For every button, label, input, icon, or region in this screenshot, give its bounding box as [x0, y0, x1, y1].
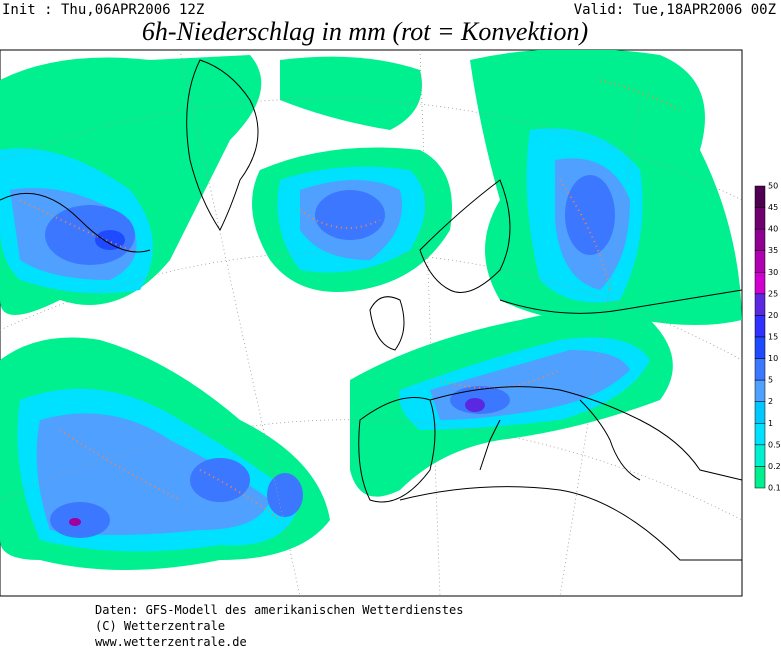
legend-swatch [754, 185, 766, 208]
legend-swatch [754, 336, 766, 359]
legend-label: 0.5 [768, 440, 781, 449]
legend-swatch [754, 250, 766, 273]
legend-swatch [754, 272, 766, 295]
legend-label: 40 [768, 225, 778, 234]
legend-label: 5 [768, 376, 773, 385]
legend-swatch [754, 228, 766, 251]
legend-label: 20 [768, 311, 778, 320]
legend-label: 35 [768, 246, 778, 255]
legend-swatch [754, 315, 766, 338]
legend-swatch [754, 423, 766, 446]
color-legend: 50 45 40 35 30 25 20 15 10 5 2 1 0.5 0.2 0.1 [754, 182, 781, 493]
init-label: Init : Thu,06APR2006 12Z [2, 2, 204, 18]
legend-swatch [754, 379, 766, 402]
legend-label: 0.2 [768, 462, 781, 471]
precipitation-field [0, 50, 742, 570]
legend-swatch [754, 401, 766, 424]
legend-swatch [754, 207, 766, 230]
footer-line: Daten: GFS-Modell des amerikanischen Wet… [95, 603, 463, 617]
legend-swatch [754, 358, 766, 381]
legend-label: 50 [768, 182, 778, 191]
legend-swatch [754, 293, 766, 316]
legend-label: 25 [768, 289, 778, 298]
legend-label: 1 [768, 419, 773, 428]
legend-swatch [754, 444, 766, 467]
legend-label: 0.1 [768, 484, 781, 493]
legend-label: 15 [768, 333, 778, 342]
legend-label: 30 [768, 268, 778, 277]
legend-swatch [754, 466, 766, 489]
legend-label: 10 [768, 354, 778, 363]
map [0, 49, 743, 597]
footer-line: (C) Wetterzentrale [95, 619, 225, 633]
legend-label: 2 [768, 397, 773, 406]
map-title: 6h-Niederschlag in mm (rot = Konvektion) [142, 17, 588, 46]
footer-line: www.wetterzentrale.de [95, 635, 247, 648]
valid-label: Valid: Tue,18APR2006 00Z [574, 2, 776, 18]
legend-label: 45 [768, 203, 778, 212]
